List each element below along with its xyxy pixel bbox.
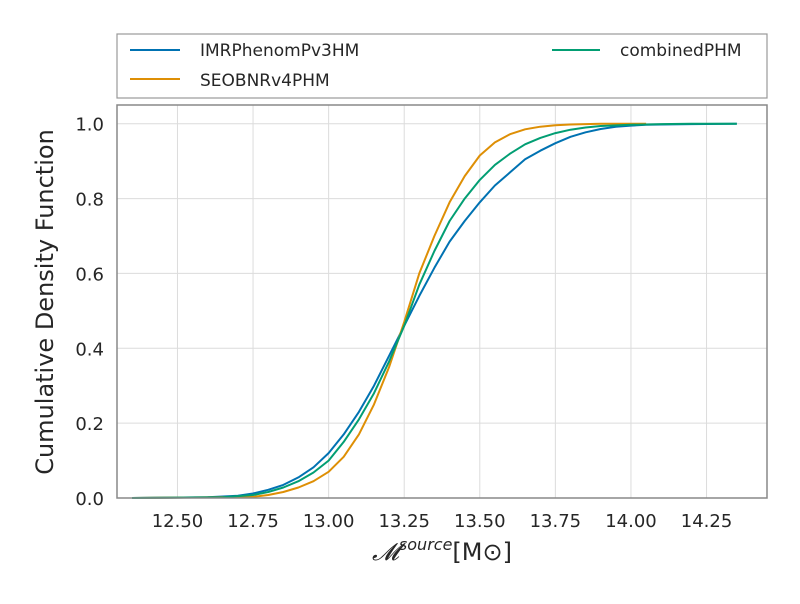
y-tick-label: 0.4 <box>75 339 104 360</box>
y-tick-label: 0.6 <box>75 264 104 285</box>
series-line-imrphenompv3hm <box>132 122 737 499</box>
y-axis-label: Cumulative Density Function <box>31 129 59 475</box>
y-tick-label: 1.0 <box>75 115 104 136</box>
legend-frame <box>116 33 768 99</box>
x-tick-label: 13.00 <box>303 511 355 532</box>
y-tick-labels: 0.0 0.2 0.4 0.6 0.8 1.0 <box>75 115 104 510</box>
plot-background <box>117 105 767 498</box>
x-tick-label: 13.50 <box>454 511 506 532</box>
x-tick-label: 14.25 <box>681 511 733 532</box>
grid <box>117 105 767 499</box>
series-lines <box>132 122 737 499</box>
legend-label-imrphenompv3hm: IMRPhenomPv3HM <box>200 41 359 61</box>
y-tick-label: 0.8 <box>75 190 104 211</box>
y-tick-label: 0.0 <box>75 489 104 510</box>
plot-frame <box>116 104 768 499</box>
x-tick-label: 12.50 <box>152 511 204 532</box>
legend-label-combinedphm: combinedPHM <box>620 41 742 61</box>
x-tick-label: 14.00 <box>605 511 657 532</box>
series-line-seobnrv4phm <box>132 122 647 499</box>
plot-area <box>116 104 768 499</box>
series-line-combinedphm <box>132 122 737 499</box>
x-axis-label-unit: [M⊙] <box>452 538 512 566</box>
y-tick-label: 0.2 <box>75 414 104 435</box>
x-tick-label: 13.75 <box>530 511 582 532</box>
x-tick-label: 12.75 <box>227 511 279 532</box>
x-tick-labels: 12.50 12.75 13.00 13.25 13.50 13.75 14.00 14.25 <box>152 511 733 532</box>
legend-label-seobnrv4phm: SEOBNRv4PHM <box>200 71 330 91</box>
x-axis-label: 𝓜source[M⊙] <box>372 535 512 566</box>
x-axis-label-superscript: source <box>399 535 453 554</box>
x-tick-label: 13.25 <box>378 511 430 532</box>
legend: IMRPhenomPv3HM SEOBNRv4PHM combinedPHM <box>116 33 768 99</box>
